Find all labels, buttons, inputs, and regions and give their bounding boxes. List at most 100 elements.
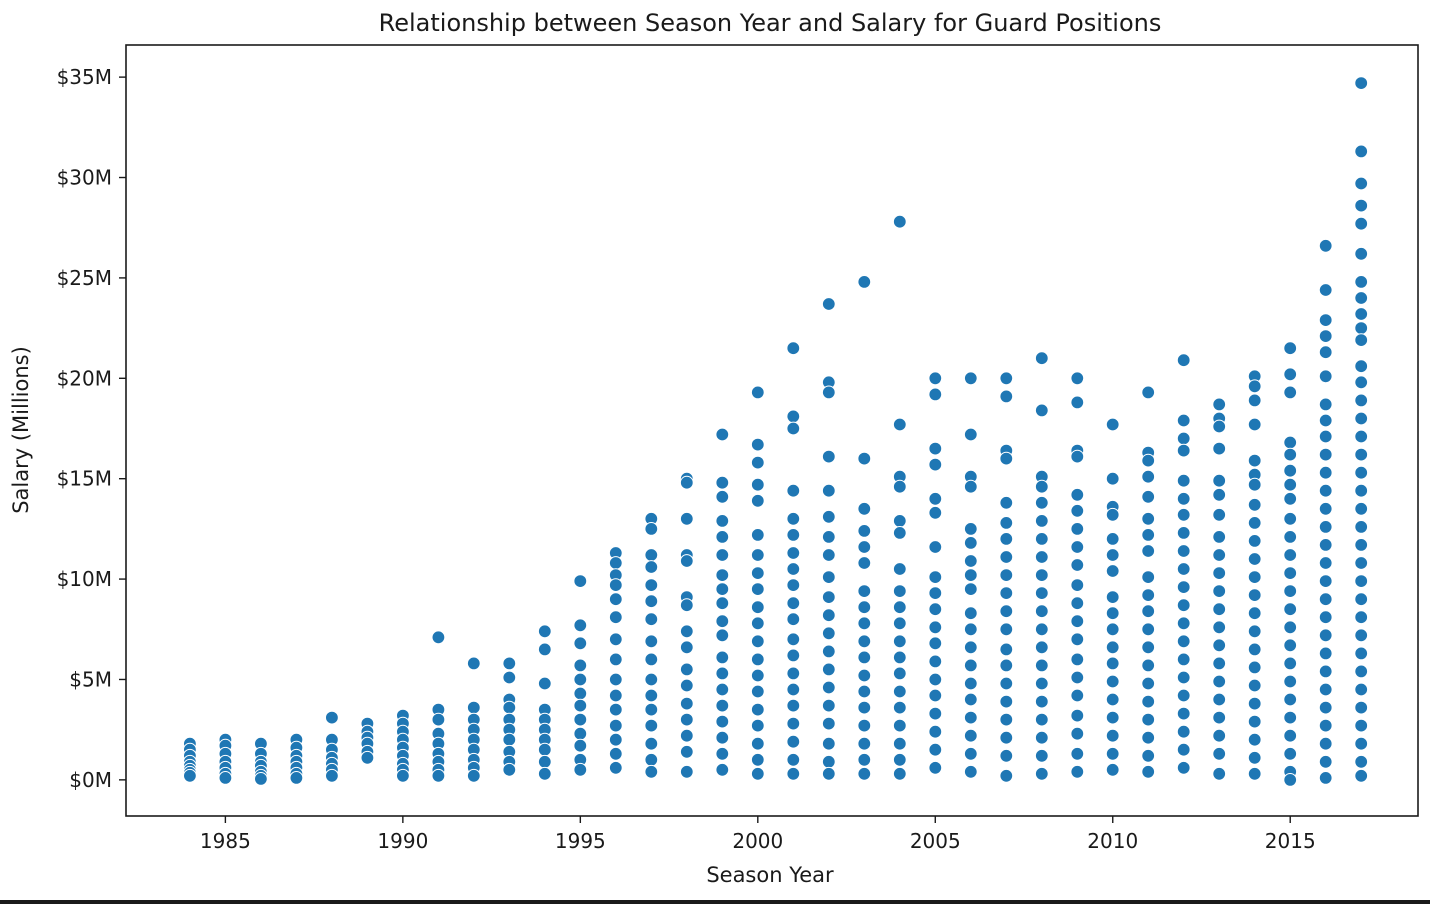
data-point bbox=[1212, 602, 1227, 617]
y-tick-label: $20M bbox=[57, 366, 112, 390]
data-point bbox=[821, 509, 836, 524]
data-point bbox=[857, 766, 872, 781]
data-point bbox=[1141, 453, 1156, 468]
data-point bbox=[573, 574, 588, 588]
data-point bbox=[1247, 588, 1262, 602]
data-point bbox=[1141, 604, 1156, 619]
data-point bbox=[1354, 307, 1369, 321]
data-point bbox=[892, 650, 907, 665]
data-point bbox=[892, 718, 907, 733]
data-point bbox=[502, 656, 517, 671]
data-point bbox=[1318, 574, 1333, 588]
data-point bbox=[892, 700, 907, 715]
data-point bbox=[963, 658, 978, 673]
data-point bbox=[1034, 604, 1049, 619]
data-point bbox=[928, 387, 943, 402]
data-point bbox=[1283, 548, 1298, 562]
data-point bbox=[1354, 538, 1369, 552]
data-point bbox=[750, 385, 765, 400]
data-point bbox=[928, 371, 943, 386]
data-point bbox=[1318, 413, 1333, 428]
data-point bbox=[715, 530, 730, 544]
data-point bbox=[1354, 520, 1369, 534]
data-point bbox=[1247, 766, 1262, 781]
data-point bbox=[1354, 246, 1369, 261]
data-point bbox=[1176, 688, 1191, 703]
data-point bbox=[502, 762, 517, 777]
data-point bbox=[1318, 610, 1333, 625]
data-point bbox=[999, 642, 1014, 657]
data-point bbox=[1283, 746, 1298, 761]
data-point bbox=[679, 624, 694, 639]
data-point bbox=[892, 766, 907, 781]
data-point bbox=[750, 702, 765, 717]
data-point bbox=[1354, 592, 1369, 607]
data-point bbox=[608, 592, 623, 607]
data-point bbox=[608, 732, 623, 747]
data-point bbox=[963, 710, 978, 725]
data-point bbox=[1247, 624, 1262, 639]
data-point bbox=[857, 668, 872, 683]
data-point bbox=[857, 451, 872, 466]
data-point bbox=[999, 730, 1014, 745]
data-point bbox=[325, 710, 339, 725]
data-point bbox=[1070, 503, 1085, 518]
data-point bbox=[1176, 616, 1191, 631]
data-point bbox=[1212, 487, 1227, 502]
data-point bbox=[963, 764, 978, 779]
data-point bbox=[1176, 544, 1191, 558]
data-point bbox=[1283, 692, 1298, 707]
data-point bbox=[786, 766, 801, 781]
data-point bbox=[1318, 429, 1333, 444]
data-point bbox=[679, 554, 694, 568]
data-point bbox=[1034, 622, 1049, 637]
y-tick-label: $0M bbox=[69, 768, 112, 792]
data-point bbox=[892, 526, 907, 540]
data-point bbox=[821, 736, 836, 751]
data-point bbox=[1070, 596, 1085, 611]
data-point bbox=[1283, 435, 1298, 450]
data-point bbox=[715, 666, 730, 681]
data-point bbox=[289, 771, 304, 785]
data-point bbox=[502, 670, 517, 685]
data-point bbox=[821, 716, 836, 731]
data-point bbox=[679, 640, 694, 655]
data-point bbox=[1283, 710, 1298, 725]
data-point bbox=[644, 736, 659, 751]
data-point bbox=[821, 483, 836, 498]
data-point bbox=[928, 706, 943, 721]
data-point bbox=[1034, 766, 1049, 781]
data-point bbox=[999, 622, 1014, 637]
data-point bbox=[786, 528, 801, 542]
data-point bbox=[963, 522, 978, 536]
data-point bbox=[750, 766, 765, 781]
data-point bbox=[963, 427, 978, 442]
data-point bbox=[1318, 754, 1333, 769]
data-point bbox=[1247, 696, 1262, 711]
data-point bbox=[963, 692, 978, 707]
data-point bbox=[1105, 710, 1120, 725]
data-point bbox=[466, 768, 481, 783]
points-layer bbox=[183, 76, 1369, 787]
data-point bbox=[608, 578, 623, 592]
data-point bbox=[1283, 728, 1298, 743]
data-point bbox=[892, 479, 907, 494]
data-point bbox=[1034, 586, 1049, 600]
bottom-border bbox=[0, 900, 1430, 904]
data-point bbox=[1105, 417, 1120, 432]
data-point bbox=[963, 728, 978, 743]
data-point bbox=[928, 491, 943, 506]
data-point bbox=[1354, 291, 1369, 305]
data-point bbox=[608, 652, 623, 667]
data-point bbox=[750, 616, 765, 631]
data-point bbox=[857, 736, 872, 751]
data-point bbox=[1354, 501, 1369, 516]
data-point bbox=[928, 760, 943, 775]
data-point bbox=[750, 455, 765, 470]
data-point bbox=[1354, 429, 1369, 444]
data-point bbox=[1176, 634, 1191, 649]
data-point bbox=[1283, 674, 1298, 689]
data-point bbox=[1070, 449, 1085, 464]
data-point bbox=[1034, 730, 1049, 745]
data-point bbox=[786, 698, 801, 713]
